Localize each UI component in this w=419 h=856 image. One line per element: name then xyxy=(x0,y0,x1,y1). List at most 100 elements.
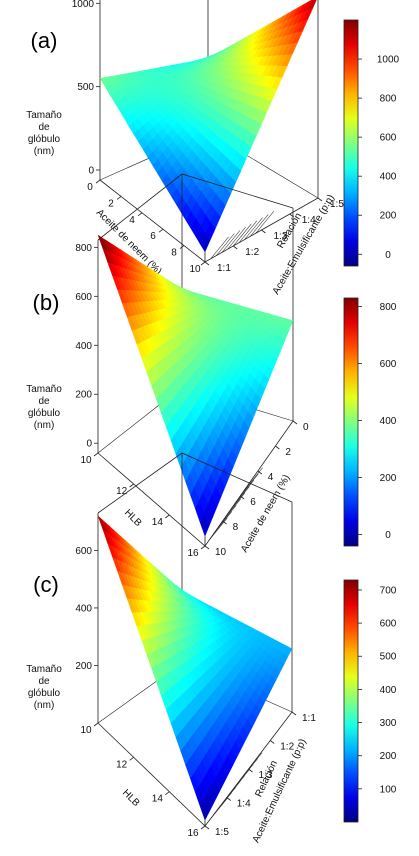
x-tick-label: 16 xyxy=(187,548,199,559)
x-tick-mark xyxy=(129,757,134,761)
surface-facet xyxy=(199,798,210,821)
panel-label: (b) xyxy=(33,290,60,315)
x-tick-label: 16 xyxy=(187,828,199,839)
colorbar xyxy=(343,297,359,547)
y-tick-mark xyxy=(226,797,231,801)
z-tick-label: 200 xyxy=(75,661,92,672)
y-tick-label: 1:3 xyxy=(274,231,288,242)
surface-facet xyxy=(199,232,211,253)
colorbar-tick-label: 200 xyxy=(380,751,397,762)
y-tick-label: 2 xyxy=(285,447,291,458)
x-tick-mark xyxy=(116,196,122,200)
x-tick-mark xyxy=(93,722,99,727)
y-axis-label: Aceite de neem (%) xyxy=(239,473,292,555)
z-tick-label: 500 xyxy=(77,82,94,93)
z-tick-label: 0 xyxy=(88,166,94,177)
z-tick-label: 200 xyxy=(75,390,92,401)
colorbar-tick-label: 400 xyxy=(380,685,397,696)
y-tick-label: 4 xyxy=(268,472,274,483)
y-tick-mark xyxy=(292,420,298,425)
z-tick-label: 600 xyxy=(75,546,92,557)
y-tick-label: 1:2 xyxy=(245,247,259,258)
z-axis-label: Tamaño xyxy=(26,384,62,395)
colorbar-tick-label: 0 xyxy=(385,250,391,261)
surface-2 xyxy=(97,515,293,821)
floor-hatch xyxy=(210,236,229,259)
y-tick-label: 1:5 xyxy=(330,199,344,210)
x-tick-mark xyxy=(93,452,99,457)
x-tick-label: 6 xyxy=(150,231,156,242)
z-tick-label: 1000 xyxy=(72,0,95,10)
x-tick-mark xyxy=(165,791,170,795)
y-tick-label: 1:1 xyxy=(217,263,231,274)
panel-label: (c) xyxy=(33,572,59,597)
colorbar-tick-label: 200 xyxy=(380,473,397,484)
y-tick-mark xyxy=(222,520,227,525)
z-axis-label: Tamaño xyxy=(26,664,62,675)
y-tick-mark xyxy=(317,197,323,202)
z-axis-label: glóbulo xyxy=(28,408,61,419)
floor-hatch xyxy=(244,217,263,240)
z-axis-label: Tamaño xyxy=(26,110,62,121)
y-tick-mark xyxy=(233,245,238,250)
surface-1 xyxy=(97,234,294,537)
x-tick-mark xyxy=(200,261,206,266)
y-tick-label: 1:2 xyxy=(280,742,294,753)
x-tick-mark xyxy=(129,483,134,488)
x-tick-label: 0 xyxy=(87,182,93,193)
colorbar-tick-label: 0 xyxy=(385,530,391,541)
y-tick-mark xyxy=(275,445,280,450)
y-tick-mark xyxy=(270,740,275,744)
y-tick-label: 10 xyxy=(215,547,227,558)
y-tick-label: 0 xyxy=(303,422,309,433)
surface-0 xyxy=(99,0,317,253)
colorbar-tick-label: 100 xyxy=(380,784,397,795)
colorbar-tick-label: 200 xyxy=(380,211,397,222)
x-tick-label: 4 xyxy=(129,215,135,226)
z-axis-label: de xyxy=(38,396,50,407)
x-tick-mark xyxy=(137,212,143,217)
floor-hatch xyxy=(238,220,258,243)
z-axis-label: de xyxy=(38,676,50,687)
colorbar-tick-label: 400 xyxy=(380,416,397,427)
x-tick-label: 12 xyxy=(116,486,128,497)
colorbar-tick-label: 300 xyxy=(380,718,397,729)
y-tick-mark xyxy=(248,768,253,773)
x-tick-mark xyxy=(158,228,164,233)
z-tick-label: 0 xyxy=(86,439,92,450)
x-tick-label: 10 xyxy=(80,725,92,736)
z-axis-label: (nm) xyxy=(34,700,55,711)
x-tick-label: 2 xyxy=(108,198,114,209)
x-tick-label: 10 xyxy=(189,264,201,275)
floor-hatch xyxy=(221,230,241,253)
x-axis-label: HLB xyxy=(122,507,144,529)
y-tick-mark xyxy=(204,545,210,550)
x-tick-mark xyxy=(200,545,206,550)
y-tick-label: 1:1 xyxy=(302,713,316,724)
floor-hatch xyxy=(216,233,235,256)
x-axis-label: HLB xyxy=(120,787,142,809)
y-tick-label: 1:3 xyxy=(259,770,273,781)
x-tick-label: 14 xyxy=(152,794,164,805)
y-tick-label: 1:4 xyxy=(237,799,251,810)
y-tick-mark xyxy=(291,711,297,716)
colorbar-tick-label: 600 xyxy=(380,359,397,370)
colorbar-tick-label: 400 xyxy=(380,172,397,183)
y-tick-label: 1:4 xyxy=(302,215,316,226)
z-tick-label: 800 xyxy=(75,243,92,254)
y-tick-mark xyxy=(257,470,263,475)
colorbar-tick-label: 600 xyxy=(380,133,397,144)
y-tick-label: 6 xyxy=(250,497,256,508)
z-axis-label: de xyxy=(38,122,50,133)
colorbar-tick-label: 1000 xyxy=(377,55,400,66)
y-tick-mark xyxy=(204,261,210,266)
y-tick-mark xyxy=(204,825,210,830)
x-tick-label: 14 xyxy=(152,517,164,528)
z-tick-label: 400 xyxy=(75,603,92,614)
floor-hatch xyxy=(233,223,252,247)
colorbar-tick-label: 700 xyxy=(380,585,397,596)
z-tick-label: 400 xyxy=(75,341,92,352)
x-tick-mark xyxy=(165,514,170,519)
